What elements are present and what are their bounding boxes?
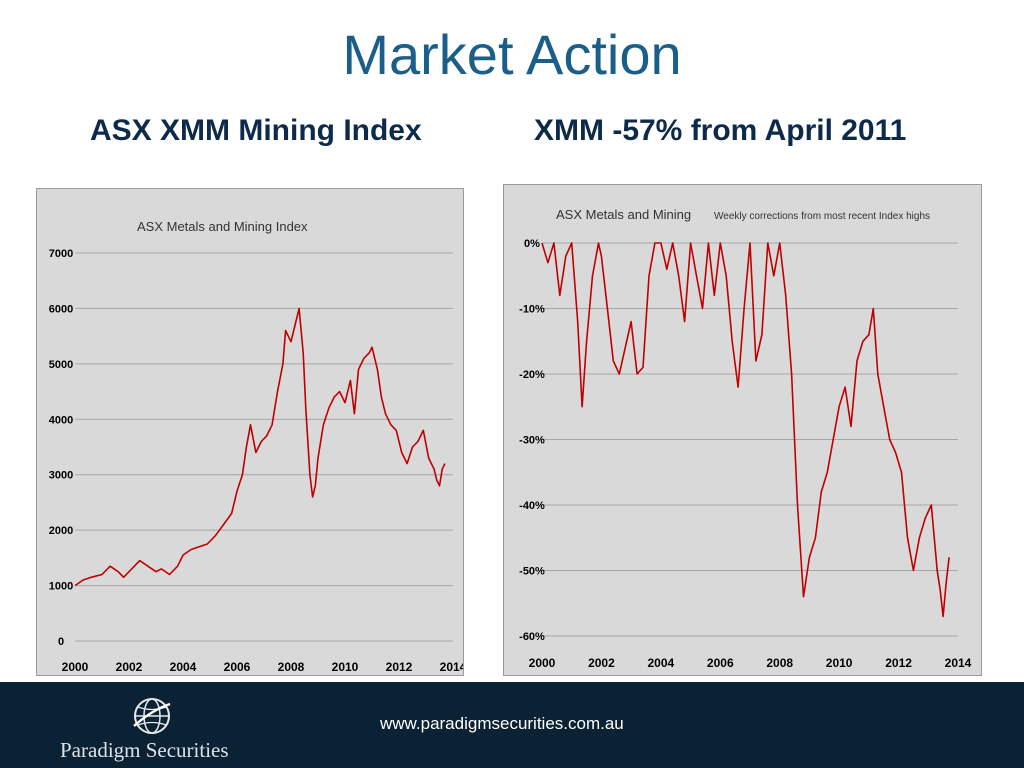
right-chart-heading: XMM -57% from April 2011 [534, 114, 907, 147]
x-tick-label: 2006 [224, 660, 251, 674]
x-tick-label: 2004 [648, 656, 675, 670]
globe-icon [133, 698, 171, 734]
x-tick-label: 2004 [170, 660, 197, 674]
xmm-index-chart: ASX Metals and Mining Index 0 1000 2000 3000… [36, 188, 464, 676]
y-tick-label: 5000 [49, 359, 73, 371]
y-tick-label: -40% [519, 500, 545, 512]
chart-subtitle: Weekly corrections from most recent Inde… [714, 211, 930, 222]
y-tick-label: -30% [519, 435, 545, 447]
xmm-corrections-chart: ASX Metals and Mining Weekly corrections … [503, 184, 982, 676]
x-tick-label: 2010 [826, 656, 853, 670]
chart-title: ASX Metals and Mining [556, 207, 691, 222]
x-tick-label: 2000 [62, 660, 89, 674]
x-tick-label: 2002 [588, 656, 615, 670]
y-tick-label: 0% [524, 238, 540, 250]
footer-bar: Paradigm Securities www.paradigmsecuriti… [0, 682, 1024, 768]
x-tick-label: 2008 [766, 656, 793, 670]
company-logo: Paradigm Securities [48, 690, 258, 766]
x-tick-label: 2010 [332, 660, 359, 674]
slide-title: Market Action [342, 23, 682, 86]
y-tick-label: -50% [519, 566, 545, 578]
y-tick-label: 1000 [49, 581, 73, 593]
series-line [74, 307, 446, 587]
x-tick-label: 2012 [386, 660, 413, 674]
x-tick-label: 2014 [945, 656, 972, 670]
y-tick-label: 0 [58, 636, 64, 648]
chart-title: ASX Metals and Mining Index [137, 219, 308, 234]
x-tick-label: 2012 [885, 656, 912, 670]
website-url[interactable]: www.paradigmsecurities.com.au [380, 714, 624, 733]
x-tick-label: 2006 [707, 656, 734, 670]
y-tick-label: 4000 [49, 414, 73, 426]
y-tick-label: 6000 [49, 303, 73, 315]
y-tick-label: 7000 [49, 248, 73, 260]
y-tick-label: -20% [519, 369, 545, 381]
y-tick-label: -60% [519, 631, 545, 643]
company-name: Paradigm Securities [60, 738, 229, 762]
y-tick-label: 2000 [49, 525, 73, 537]
x-tick-label: 2014 [440, 660, 463, 674]
left-chart-heading: ASX XMM Mining Index [90, 114, 422, 147]
xmm-index-chart-svg: ASX Metals and Mining Index 0 1000 2000 3000… [49, 219, 463, 674]
x-tick-label: 2000 [529, 656, 556, 670]
x-tick-label: 2008 [278, 660, 305, 674]
x-tick-label: 2002 [116, 660, 143, 674]
y-tick-label: -10% [519, 304, 545, 316]
xmm-corrections-chart-svg: ASX Metals and Mining Weekly corrections … [519, 207, 972, 670]
series-line [541, 242, 950, 618]
y-tick-label: 3000 [49, 470, 73, 482]
